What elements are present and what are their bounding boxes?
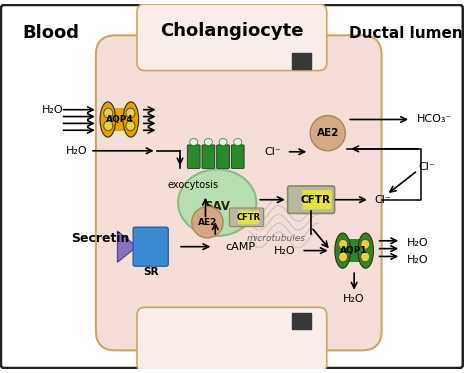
Text: SAV: SAV bbox=[204, 200, 230, 213]
FancyBboxPatch shape bbox=[137, 307, 327, 372]
Ellipse shape bbox=[204, 138, 212, 145]
FancyBboxPatch shape bbox=[229, 208, 264, 227]
Bar bbox=[292, 313, 311, 329]
Ellipse shape bbox=[178, 169, 256, 236]
Polygon shape bbox=[112, 108, 127, 131]
FancyBboxPatch shape bbox=[302, 190, 332, 210]
Polygon shape bbox=[347, 239, 362, 262]
Ellipse shape bbox=[234, 138, 242, 145]
Ellipse shape bbox=[126, 108, 135, 118]
Text: exocytosis: exocytosis bbox=[167, 180, 219, 190]
Ellipse shape bbox=[104, 108, 113, 118]
FancyBboxPatch shape bbox=[1, 5, 463, 368]
Circle shape bbox=[192, 207, 223, 238]
Circle shape bbox=[310, 116, 346, 151]
Ellipse shape bbox=[361, 239, 370, 249]
FancyBboxPatch shape bbox=[217, 145, 229, 168]
Polygon shape bbox=[118, 231, 137, 262]
Ellipse shape bbox=[104, 121, 113, 131]
Text: H₂O: H₂O bbox=[407, 238, 428, 248]
Bar bbox=[292, 53, 311, 69]
Ellipse shape bbox=[123, 102, 139, 137]
Text: Secretin: Secretin bbox=[72, 232, 130, 245]
Text: Cholangiocyte: Cholangiocyte bbox=[160, 22, 304, 40]
Text: H₂O: H₂O bbox=[407, 256, 428, 265]
Text: H₂O: H₂O bbox=[42, 105, 64, 115]
FancyBboxPatch shape bbox=[231, 145, 244, 168]
FancyBboxPatch shape bbox=[133, 227, 168, 266]
Ellipse shape bbox=[361, 252, 370, 262]
Ellipse shape bbox=[358, 233, 374, 268]
Text: Ductal lumen: Ductal lumen bbox=[349, 26, 463, 41]
FancyBboxPatch shape bbox=[288, 186, 335, 213]
Text: H₂O: H₂O bbox=[65, 146, 87, 156]
FancyBboxPatch shape bbox=[187, 145, 200, 168]
Ellipse shape bbox=[338, 252, 347, 262]
Text: SR: SR bbox=[143, 267, 158, 277]
Ellipse shape bbox=[126, 121, 135, 131]
FancyBboxPatch shape bbox=[202, 145, 215, 168]
Text: AE2: AE2 bbox=[198, 218, 217, 227]
Ellipse shape bbox=[219, 138, 227, 145]
Text: AQP4: AQP4 bbox=[106, 115, 133, 124]
Text: AE2: AE2 bbox=[317, 128, 339, 138]
Text: cAMP: cAMP bbox=[225, 242, 255, 252]
Text: HCO₃⁻: HCO₃⁻ bbox=[417, 115, 452, 125]
FancyBboxPatch shape bbox=[137, 4, 327, 70]
Text: Cl⁻: Cl⁻ bbox=[264, 147, 281, 157]
Ellipse shape bbox=[335, 233, 350, 268]
Ellipse shape bbox=[100, 102, 116, 137]
Text: H₂O: H₂O bbox=[274, 245, 295, 256]
Ellipse shape bbox=[338, 239, 347, 249]
Text: Cl⁻: Cl⁻ bbox=[375, 195, 392, 205]
Text: CFTR: CFTR bbox=[237, 213, 261, 222]
Text: Cl⁻: Cl⁻ bbox=[419, 162, 436, 172]
Text: Blood: Blood bbox=[22, 24, 79, 43]
Text: microtubules: microtubules bbox=[246, 234, 305, 243]
Text: AQP1: AQP1 bbox=[340, 246, 368, 255]
Text: CFTR: CFTR bbox=[300, 195, 330, 205]
Ellipse shape bbox=[190, 138, 198, 145]
FancyBboxPatch shape bbox=[238, 210, 259, 224]
FancyBboxPatch shape bbox=[96, 35, 382, 350]
Text: H₂O: H₂O bbox=[343, 295, 365, 304]
